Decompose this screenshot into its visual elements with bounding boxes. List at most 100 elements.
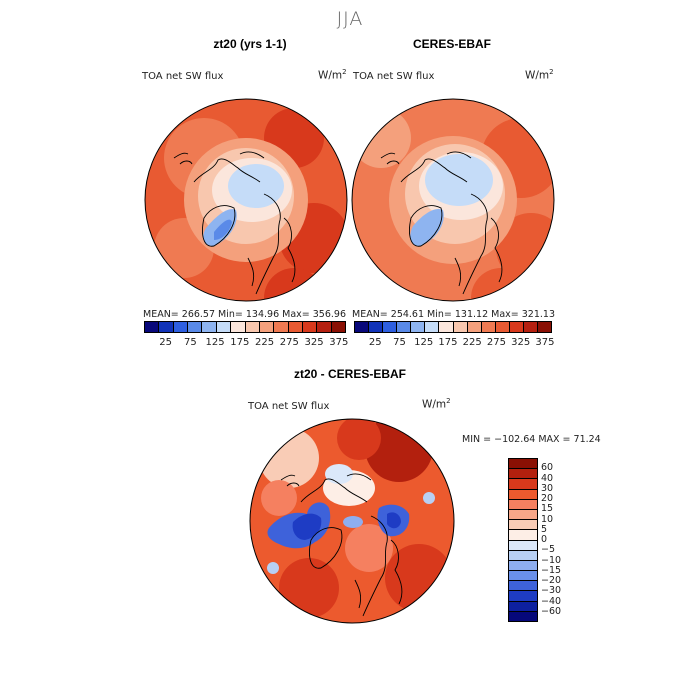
colorbar-tick-label: 175 bbox=[438, 337, 458, 348]
colorbar-tick-label: 25 bbox=[368, 337, 382, 348]
colorbar-swatch bbox=[397, 322, 412, 332]
colorbar-swatch bbox=[425, 322, 440, 332]
colorbar-tick-label: 10 bbox=[541, 513, 554, 525]
diff-units-exp: 2 bbox=[446, 397, 451, 405]
colorbar-swatch bbox=[495, 322, 510, 332]
colorbar-swatch bbox=[145, 322, 160, 332]
diff-units-base: W/m bbox=[422, 398, 447, 411]
colorbar-swatch bbox=[173, 322, 189, 332]
colorbar-tick-label: 375 bbox=[329, 337, 349, 348]
colorbar-swatch bbox=[509, 581, 537, 592]
colorbar-swatch bbox=[523, 322, 539, 332]
colorbar-tick-label: 225 bbox=[255, 337, 275, 348]
panel1-stats: MEAN= 266.57 Min= 134.96 Max= 356.96 bbox=[143, 309, 347, 320]
colorbar-tick-label: 75 bbox=[183, 337, 197, 348]
colorbar-swatch bbox=[509, 601, 537, 612]
panel2-subtitle: CERES-EBAF bbox=[412, 37, 491, 51]
colorbar-tick-label: −10 bbox=[541, 554, 562, 566]
panel1-units-base: W/m bbox=[318, 69, 343, 82]
colorbar-tick-label: 20 bbox=[541, 493, 554, 504]
colorbar-tick-label: 325 bbox=[511, 337, 531, 348]
panel2-field-label: TOA net SW flux bbox=[353, 71, 435, 82]
colorbar-swatch bbox=[355, 322, 370, 332]
colorbar-tick-label: 125 bbox=[414, 337, 434, 348]
colorbar-tick-label: −20 bbox=[541, 575, 562, 586]
colorbar-swatch bbox=[245, 322, 260, 332]
colorbar-swatch bbox=[509, 469, 537, 480]
colorbar-tick-label: −40 bbox=[541, 595, 562, 607]
colorbar-swatch bbox=[509, 509, 537, 521]
colorbar-swatch bbox=[509, 540, 537, 551]
colorbar-swatch bbox=[509, 591, 537, 602]
colorbar-swatch bbox=[331, 322, 346, 332]
panel1-map bbox=[144, 98, 348, 302]
colorbar-tick-label: −60 bbox=[541, 605, 562, 617]
colorbar-tick-label: −30 bbox=[541, 585, 562, 597]
diff-field-label: TOA net SW flux bbox=[248, 401, 330, 412]
colorbar-swatch bbox=[274, 322, 289, 332]
colorbar-swatch bbox=[302, 322, 318, 332]
colorbar-swatch bbox=[216, 322, 232, 332]
colorbar-swatch bbox=[509, 499, 537, 510]
colorbar-tick-label: 275 bbox=[486, 337, 506, 348]
diff-minmax: MIN = −102.64 MAX = 71.24 bbox=[462, 434, 601, 445]
colorbar-tick-label: 375 bbox=[535, 337, 555, 348]
colorbar-swatch bbox=[383, 322, 398, 332]
colorbar-tick-label: 5 bbox=[541, 523, 548, 535]
diff-colorbar bbox=[508, 458, 538, 622]
colorbar-tick-label: 30 bbox=[541, 482, 554, 494]
diff-map bbox=[249, 418, 455, 624]
colorbar-tick-label: −15 bbox=[541, 564, 562, 576]
colorbar-swatch bbox=[509, 322, 524, 332]
colorbar-swatch bbox=[317, 322, 332, 332]
colorbar-swatch bbox=[509, 489, 537, 500]
colorbar-tick-label: 15 bbox=[541, 503, 554, 515]
colorbar-tick-label: 275 bbox=[279, 337, 299, 348]
colorbar-swatch bbox=[288, 322, 303, 332]
colorbar-swatch bbox=[509, 479, 537, 490]
colorbar-swatch bbox=[509, 571, 537, 582]
diff-colorbar-ticks: 60 40 30 20 15 10 5 0 −5 −10 −15 −20 −30 −40 −60 bbox=[541, 458, 581, 622]
panel2-units-exp: 2 bbox=[549, 68, 554, 76]
colorbar-swatch bbox=[467, 322, 482, 332]
panel1-subtitle: zt20 (yrs 1-1) bbox=[213, 37, 287, 51]
figure-title: JJA bbox=[336, 8, 364, 30]
panel2-stats: MEAN= 254.61 Min= 131.12 Max= 321.13 bbox=[352, 309, 556, 320]
colorbar-swatch bbox=[439, 322, 454, 332]
colorbar-tick-label: −5 bbox=[541, 544, 556, 556]
panel2-units: W/m2 bbox=[525, 68, 554, 82]
colorbar-tick-label: 75 bbox=[393, 337, 406, 348]
panel2-units-base: W/m bbox=[525, 69, 550, 82]
colorbar-tick-label: 0 bbox=[541, 534, 548, 545]
colorbar-swatch bbox=[369, 322, 384, 332]
colorbar-swatch bbox=[259, 322, 275, 332]
colorbar-swatch bbox=[509, 459, 537, 470]
colorbar-swatch bbox=[509, 530, 537, 541]
panel1-units: W/m2 bbox=[318, 68, 347, 82]
panel2-map bbox=[351, 98, 555, 302]
colorbar-swatch bbox=[453, 322, 468, 332]
colorbar-swatch bbox=[509, 611, 537, 621]
colorbar-tick-label: 225 bbox=[462, 337, 482, 348]
colorbar-tick-label: 175 bbox=[230, 337, 250, 348]
panel2-colorbar bbox=[354, 321, 552, 333]
colorbar-swatch bbox=[481, 322, 496, 332]
panel1-colorbar bbox=[144, 321, 346, 333]
panel1-field-label: TOA net SW flux bbox=[142, 71, 224, 82]
diff-units: W/m2 bbox=[422, 397, 451, 411]
colorbar-tick-label: 60 bbox=[541, 462, 554, 474]
colorbar-swatch bbox=[509, 560, 537, 572]
colorbar-swatch bbox=[538, 322, 552, 332]
colorbar-tick-label: 40 bbox=[541, 472, 554, 484]
colorbar-swatch bbox=[231, 322, 246, 332]
colorbar-swatch bbox=[188, 322, 203, 332]
colorbar-swatch bbox=[159, 322, 174, 332]
panel1-units-exp: 2 bbox=[342, 68, 347, 76]
diff-subtitle: zt20 - CERES-EBAF bbox=[293, 367, 406, 381]
colorbar-swatch bbox=[509, 550, 537, 561]
colorbar-tick-label: 25 bbox=[159, 337, 172, 348]
colorbar-swatch bbox=[202, 322, 217, 332]
colorbar-swatch bbox=[509, 520, 537, 531]
colorbar-swatch bbox=[411, 322, 426, 332]
colorbar-tick-label: 325 bbox=[304, 337, 324, 348]
